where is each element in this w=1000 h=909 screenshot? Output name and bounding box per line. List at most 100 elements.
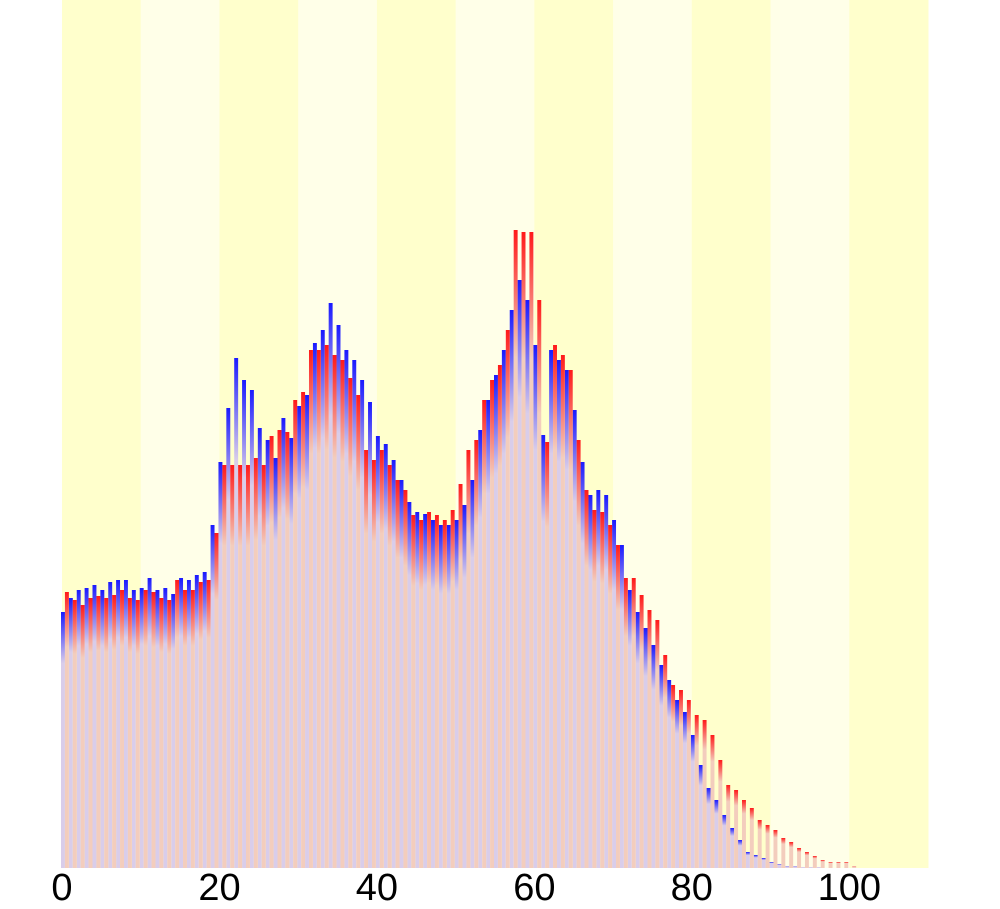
bar xyxy=(379,450,384,868)
bar xyxy=(529,232,534,868)
bar xyxy=(340,360,345,868)
bar xyxy=(753,855,758,868)
bar xyxy=(584,490,589,868)
bar xyxy=(265,440,270,868)
bar xyxy=(686,700,691,868)
bar xyxy=(537,300,542,868)
bar xyxy=(159,598,164,868)
bar xyxy=(450,510,455,868)
bar xyxy=(580,462,585,868)
bar xyxy=(297,406,302,868)
bar xyxy=(509,310,514,868)
bar xyxy=(722,815,727,868)
bar xyxy=(533,345,538,868)
bar xyxy=(147,578,152,868)
bar xyxy=(202,572,207,868)
bar xyxy=(360,380,365,868)
bar xyxy=(364,450,369,868)
bar xyxy=(639,595,644,868)
bar xyxy=(663,655,668,868)
bar xyxy=(576,440,581,868)
bar xyxy=(738,840,742,868)
bar xyxy=(612,520,617,868)
bar xyxy=(108,582,113,868)
bar xyxy=(238,465,243,868)
bar xyxy=(198,582,203,868)
bar xyxy=(151,592,156,868)
bar xyxy=(745,852,750,868)
bar xyxy=(462,505,467,868)
bar xyxy=(127,598,132,868)
bar xyxy=(458,484,463,868)
bar xyxy=(407,502,412,868)
bar xyxy=(61,612,65,868)
bar xyxy=(269,436,274,868)
bar xyxy=(777,864,782,868)
bar xyxy=(659,665,664,868)
bar xyxy=(72,600,77,868)
x-tick-label: 40 xyxy=(356,867,398,909)
bar xyxy=(348,378,353,868)
bar xyxy=(230,465,235,868)
bar xyxy=(466,450,471,868)
bar xyxy=(816,867,821,868)
bar xyxy=(588,495,593,868)
bar xyxy=(714,800,719,868)
bar xyxy=(718,760,723,868)
bar xyxy=(525,300,530,868)
bar xyxy=(210,525,215,868)
bar xyxy=(553,345,557,868)
x-tick-label: 100 xyxy=(818,867,881,909)
bar xyxy=(789,842,794,868)
bar xyxy=(96,596,101,868)
bar xyxy=(368,402,372,868)
bar xyxy=(631,578,636,868)
bar xyxy=(273,458,278,868)
bar xyxy=(186,580,191,868)
bar xyxy=(383,444,388,868)
bar xyxy=(679,690,683,868)
bar xyxy=(616,545,620,868)
bar xyxy=(92,585,97,868)
bar xyxy=(324,345,329,868)
bar xyxy=(336,325,341,868)
bar xyxy=(131,590,136,868)
bar xyxy=(249,390,254,868)
x-tick-label: 20 xyxy=(198,867,240,909)
bar xyxy=(112,595,117,868)
bar xyxy=(183,590,187,868)
bar xyxy=(494,375,498,868)
bar xyxy=(395,480,400,868)
bar xyxy=(446,525,451,868)
bar xyxy=(844,862,849,868)
bar xyxy=(572,410,577,868)
bar xyxy=(454,520,459,868)
bar xyxy=(785,866,790,868)
bar xyxy=(667,680,672,868)
bar xyxy=(285,432,290,868)
bar xyxy=(482,400,487,868)
bar xyxy=(293,400,298,868)
bar xyxy=(305,395,309,868)
bar xyxy=(497,365,502,868)
bar xyxy=(116,580,121,868)
bar xyxy=(556,360,561,868)
bar xyxy=(120,590,124,868)
bar xyxy=(564,370,569,868)
bar xyxy=(828,862,833,868)
bar xyxy=(434,515,439,868)
bar xyxy=(741,800,746,868)
bar xyxy=(214,533,219,868)
bar xyxy=(301,392,306,868)
bar xyxy=(549,350,554,868)
bar xyxy=(88,598,93,868)
bar xyxy=(316,350,321,868)
bar xyxy=(710,735,715,868)
bar xyxy=(706,788,711,868)
bar xyxy=(474,440,479,868)
bar xyxy=(513,230,518,868)
bar xyxy=(505,330,510,868)
background-band xyxy=(849,0,929,868)
bar xyxy=(702,720,707,868)
bar xyxy=(84,588,89,868)
